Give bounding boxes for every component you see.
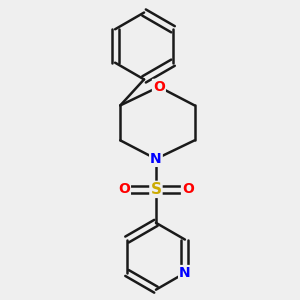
Text: O: O: [118, 182, 130, 197]
Text: N: N: [179, 266, 191, 280]
Text: N: N: [150, 152, 162, 166]
Text: O: O: [153, 80, 165, 94]
Text: O: O: [182, 182, 194, 197]
Text: S: S: [150, 182, 161, 197]
